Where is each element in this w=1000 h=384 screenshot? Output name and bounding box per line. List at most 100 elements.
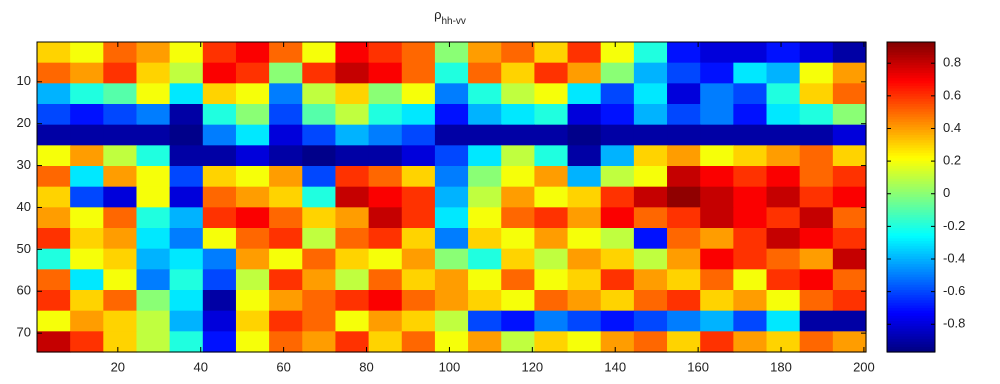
heatmap-cell [766, 310, 801, 332]
heatmap-cell [567, 83, 602, 105]
heatmap-cell [335, 42, 370, 64]
heatmap-cell [799, 186, 834, 208]
heatmap-cell [534, 207, 569, 229]
colorbar-swatch [887, 212, 935, 216]
colorbar-swatch [887, 147, 935, 152]
colorbar-swatch [887, 323, 935, 327]
heatmap-cell [169, 124, 204, 146]
x-tick-label: 160 [687, 359, 709, 374]
colorbar-swatch [887, 215, 935, 219]
heatmap-cell [401, 124, 436, 146]
heatmap-cell [269, 310, 303, 332]
heatmap-cell [70, 290, 104, 312]
colorbar-tick-label: 0.4 [943, 120, 961, 135]
heatmap-cell [401, 228, 436, 250]
heatmap-cell [733, 269, 768, 291]
colorbar-swatch [887, 184, 935, 188]
heatmap-cell [37, 145, 71, 167]
heatmap-cell [202, 42, 237, 64]
heatmap-cell [368, 331, 403, 353]
heatmap-cell [169, 83, 204, 105]
heatmap-cell [700, 166, 734, 188]
x-tick-label: 100 [439, 359, 461, 374]
heatmap-cell [136, 248, 171, 270]
colorbar-swatch [887, 282, 935, 286]
heatmap-cell [269, 62, 303, 84]
heatmap-cell [368, 269, 403, 291]
heatmap-cell [700, 207, 734, 229]
heatmap-cell [103, 310, 138, 332]
heatmap-cell [600, 186, 635, 208]
colorbar-swatch [887, 230, 935, 234]
colorbar-swatch [887, 106, 935, 110]
heatmap-cell [70, 207, 104, 229]
heatmap-cell [667, 310, 701, 332]
colorbar-swatch [887, 259, 935, 263]
heatmap-cell [103, 104, 138, 126]
heatmap-cell [501, 166, 535, 188]
colorbar-swatch [887, 202, 935, 206]
colorbar-swatch [887, 67, 935, 72]
heatmap-cell [832, 124, 867, 146]
colorbar-swatch [887, 168, 935, 172]
heatmap-cell [501, 331, 535, 353]
colorbar-swatch [887, 246, 935, 250]
heatmap-cell [269, 104, 303, 126]
heatmap-cell [700, 124, 734, 146]
heatmap-cell [633, 207, 668, 229]
heatmap-cell [302, 83, 337, 105]
colorbar-swatch [887, 173, 935, 177]
colorbar-swatch [887, 191, 935, 196]
heatmap-cell [202, 124, 237, 146]
colorbar-swatch [887, 176, 935, 180]
colorbar-swatch [887, 217, 935, 221]
colorbar-swatch [887, 124, 935, 128]
heatmap-cell [501, 248, 535, 270]
heatmap-cell [103, 248, 138, 270]
heatmap-cell [832, 83, 867, 105]
heatmap-cell [799, 207, 834, 229]
colorbar-swatch [887, 233, 935, 237]
heatmap-cell [37, 186, 71, 208]
heatmap-cell [169, 145, 204, 167]
colorbar-swatch [887, 93, 935, 97]
x-tick-label: 140 [604, 359, 626, 374]
heatmap-cell [70, 42, 104, 64]
colorbar-swatch [887, 155, 935, 159]
heatmap-cell [667, 145, 701, 167]
heatmap-cell [302, 62, 337, 84]
x-tick-label: 80 [359, 359, 373, 374]
heatmap-cell [434, 331, 469, 353]
heatmap-cell [733, 186, 768, 208]
heatmap-cell [401, 186, 436, 208]
heatmap-cell [700, 248, 734, 270]
heatmap-cell [103, 186, 138, 208]
colorbar-swatch [887, 104, 935, 108]
heatmap-cell [799, 228, 834, 250]
colorbar-swatch [887, 145, 935, 149]
colorbar-swatch [887, 346, 935, 351]
heatmap-cell [733, 83, 768, 105]
heatmap-cell [235, 207, 270, 229]
heatmap-cell [600, 290, 635, 312]
heatmap-cell [335, 186, 370, 208]
heatmap-cell [766, 228, 801, 250]
heatmap-cell [468, 290, 502, 312]
heatmap-cell [70, 145, 104, 167]
colorbar-swatch [887, 122, 935, 126]
colorbar-frame [886, 41, 936, 353]
heatmap-cell [235, 124, 270, 146]
colorbar-swatch [887, 243, 935, 247]
heatmap-cell [368, 310, 403, 332]
colorbar-swatch [887, 85, 935, 90]
colorbar-swatch [887, 253, 935, 258]
heatmap-cell [733, 42, 768, 64]
heatmap-cell [799, 290, 834, 312]
colorbar-swatch [887, 277, 935, 281]
heatmap-cell [335, 269, 370, 291]
heatmap-cell [567, 186, 602, 208]
heatmap-cell [468, 104, 502, 126]
colorbar-tick-label: 0 [943, 185, 950, 200]
heatmap-cell [37, 42, 71, 64]
heatmap-cell [766, 83, 801, 105]
